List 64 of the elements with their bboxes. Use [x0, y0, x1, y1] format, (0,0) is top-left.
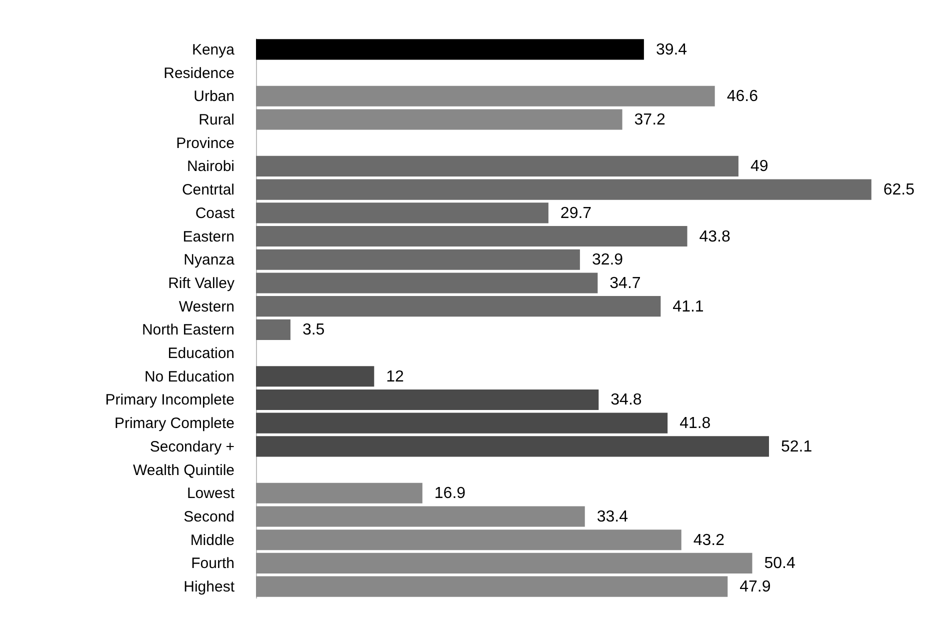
bar: [256, 39, 644, 60]
bar: [256, 156, 738, 176]
data-label: 3.5: [302, 322, 325, 339]
bar: [256, 482, 422, 504]
data-label: 43.2: [693, 532, 725, 549]
y-tick-label: Education: [168, 345, 234, 362]
data-label: 43.8: [699, 228, 731, 246]
y-tick-label: Urban: [194, 88, 234, 106]
y-tick-label: North Eastern: [142, 322, 234, 339]
y-tick-label: Lowest: [186, 485, 236, 502]
bar: [256, 109, 622, 130]
bar: [256, 202, 548, 224]
y-tick-label: Secondary +: [150, 438, 235, 456]
y-tick-label: Residence: [164, 64, 234, 82]
y-tick-label: Primary Complete: [114, 415, 234, 432]
bar: [256, 366, 374, 387]
data-label: 50.4: [764, 555, 796, 572]
data-label: 39.4: [656, 41, 688, 58]
bar: [256, 506, 585, 527]
data-label: 16.9: [434, 485, 466, 502]
bar: [256, 576, 728, 597]
data-label: 34.7: [610, 274, 641, 292]
bar: [256, 86, 715, 106]
data-label: 37.2: [634, 112, 666, 128]
y-tick-label: Province: [176, 134, 234, 152]
data-label: 32.9: [592, 252, 624, 269]
y-tick-label: Rift Valley: [168, 274, 235, 292]
y-tick-label: Eastern: [182, 228, 234, 246]
y-tick-label: Centrtal: [182, 182, 234, 199]
data-label: 47.9: [740, 578, 771, 596]
bar: [256, 412, 668, 434]
y-tick-label: Middle: [190, 532, 234, 549]
y-tick-label: Western: [178, 298, 234, 316]
bar: [256, 272, 598, 294]
y-tick-label: Nyanza: [184, 252, 236, 269]
y-tick-label: Highest: [184, 578, 236, 596]
y-tick-label: No Education: [144, 368, 234, 386]
y-tick-label: Nairobi: [186, 158, 234, 176]
bar: [256, 296, 661, 317]
data-label: 34.8: [610, 392, 642, 409]
data-label: 41.8: [680, 415, 711, 432]
data-label: 49: [750, 158, 768, 176]
bar: [256, 552, 752, 574]
bar: [256, 389, 599, 410]
bar: [256, 226, 688, 247]
data-label: 46.6: [726, 88, 758, 106]
y-tick-label: Kenya: [192, 41, 236, 58]
y-tick-label: Coast: [195, 204, 236, 222]
bar: [256, 319, 290, 340]
bar: [256, 179, 872, 200]
bar: [256, 530, 682, 550]
bar: [256, 436, 769, 457]
data-label: 62.5: [883, 182, 915, 199]
y-tick-label: Wealth Quintile: [133, 462, 234, 479]
y-tick-label: Fourth: [191, 555, 234, 572]
y-tick-label: Rural: [198, 112, 234, 128]
data-label: 41.1: [672, 298, 704, 316]
data-label: 33.4: [596, 508, 628, 526]
y-tick-label: Second: [184, 508, 234, 526]
data-label: 29.7: [560, 204, 592, 222]
y-tick-label: Primary Incomplete: [105, 392, 234, 409]
data-label: 12: [386, 368, 404, 386]
bar: [256, 249, 580, 270]
data-label: 52.1: [780, 438, 812, 456]
